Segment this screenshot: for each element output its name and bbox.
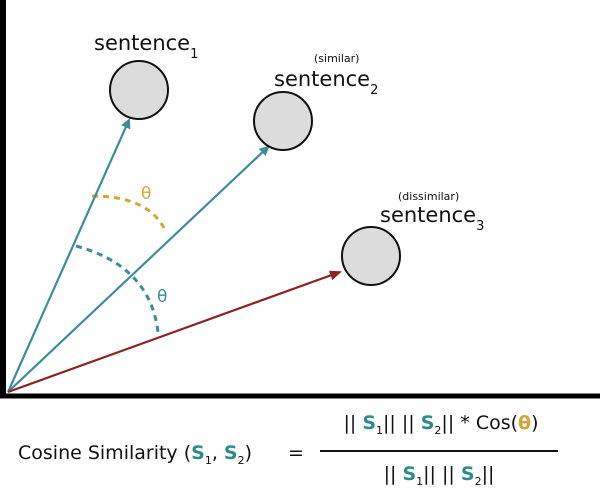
theta-label-dissimilar: θ xyxy=(157,287,167,307)
theta-label-similar: θ xyxy=(141,184,151,204)
fraction-bar xyxy=(320,450,558,452)
vector-sentence-2 xyxy=(7,145,270,393)
sentence-2-qualifier: (similar) xyxy=(314,52,359,65)
vector-diagram: sentence1 (similar) sentence2 (dissimila… xyxy=(0,0,600,399)
formula-equals: = xyxy=(288,442,304,464)
formula-lhs: Cosine Similarity (S1, S2) xyxy=(18,442,253,467)
sentence-3-qualifier: (dissimilar) xyxy=(398,190,459,203)
sentence-3-label: sentence3 xyxy=(380,203,484,234)
vector-sentence-1 xyxy=(6,118,131,393)
formula-denominator: || S1|| || S2|| xyxy=(383,463,495,488)
sentence-2-label: sentence2 xyxy=(274,67,378,98)
node-sentence-1 xyxy=(109,60,169,120)
vector-sentence-3 xyxy=(7,270,342,394)
node-sentence-2 xyxy=(253,91,313,151)
node-sentence-3 xyxy=(341,226,401,286)
angle-arc-dissimilar xyxy=(75,244,160,333)
angle-arc-similar xyxy=(91,194,168,233)
formula-numerator: || S1|| || S2|| * Cos(θ) xyxy=(343,412,539,437)
sentence-1-label: sentence1 xyxy=(94,31,198,62)
cosine-similarity-formula: Cosine Similarity (S1, S2) = || S1|| || … xyxy=(0,400,600,497)
